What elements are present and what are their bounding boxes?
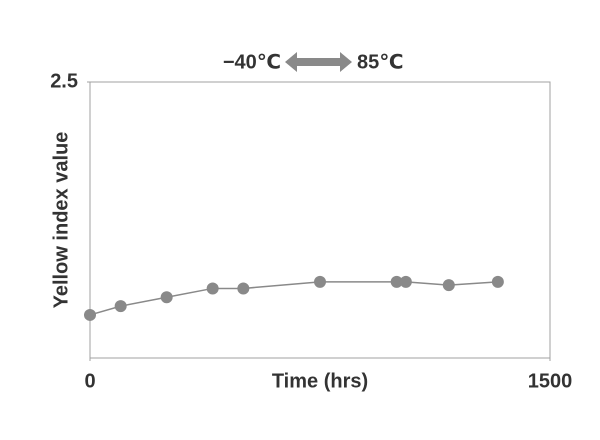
data-point bbox=[160, 291, 173, 304]
double-arrow bbox=[285, 52, 352, 72]
plot-frame bbox=[89, 81, 551, 359]
x-tick-label: 1500 bbox=[528, 370, 573, 392]
x-axis-label: Time (hrs) bbox=[272, 370, 368, 392]
data-point bbox=[491, 275, 504, 288]
data-point bbox=[314, 275, 326, 288]
series-line bbox=[89, 281, 498, 316]
data-point bbox=[442, 279, 455, 292]
data-point bbox=[206, 282, 219, 295]
data-point bbox=[390, 275, 403, 288]
y-axis-label: Yellow index value bbox=[50, 132, 72, 309]
annotation-left: −40℃ bbox=[223, 51, 281, 73]
data-point bbox=[399, 275, 412, 288]
data-point bbox=[84, 308, 96, 321]
y-tick-label: 2.5 bbox=[50, 70, 78, 92]
x-tick-label: 0 bbox=[84, 370, 95, 392]
data-point bbox=[114, 300, 127, 313]
annotation-right: 85℃ bbox=[357, 51, 403, 73]
data-point bbox=[237, 282, 250, 295]
